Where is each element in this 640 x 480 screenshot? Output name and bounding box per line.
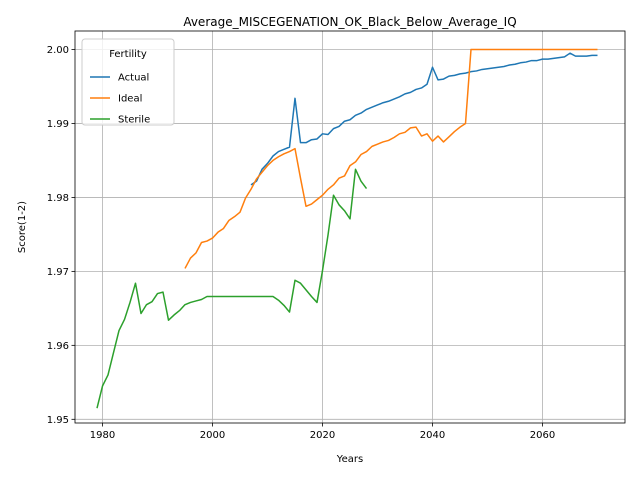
y-tick-label: 1.95 [47,415,69,426]
x-tick-label: 2020 [310,430,335,441]
y-axis-title: Score(1-2) [17,201,28,253]
x-tick-label: 2000 [200,430,225,441]
legend-label-sterile: Sterile [118,115,150,126]
x-tick-label: 1980 [90,430,115,441]
series-line-ideal [184,48,598,269]
legend-label-actual: Actual [118,73,149,84]
y-axis-ticks: 1.95 1.96 1.97 1.98 1.99 2.00 [47,45,75,426]
x-tick-label: 2040 [420,430,445,441]
y-tick-label: 2.00 [47,45,69,56]
x-axis-ticks: 1980 2000 2020 2040 2060 [90,423,555,441]
legend: Fertility Actual Ideal Sterile [81,38,175,126]
legend-entries: Actual Ideal Sterile [90,73,150,126]
y-tick-label: 1.98 [47,193,69,204]
chart-title: Average_MISCEGENATION_OK_Black_Below_Ave… [183,15,516,29]
series-line-actual [250,52,598,186]
series-lines [96,48,598,409]
y-tick-label: 1.99 [47,119,69,130]
y-tick-label: 1.97 [47,267,69,278]
legend-label-ideal: Ideal [118,94,142,105]
y-tick-label: 1.96 [47,341,69,352]
legend-box [81,38,175,126]
x-tick-label: 2060 [530,430,555,441]
legend-title: Fertility [109,49,147,60]
plot-area-frame [74,30,626,424]
x-axis-title: Years [336,454,363,465]
series-line-sterile [96,168,368,409]
